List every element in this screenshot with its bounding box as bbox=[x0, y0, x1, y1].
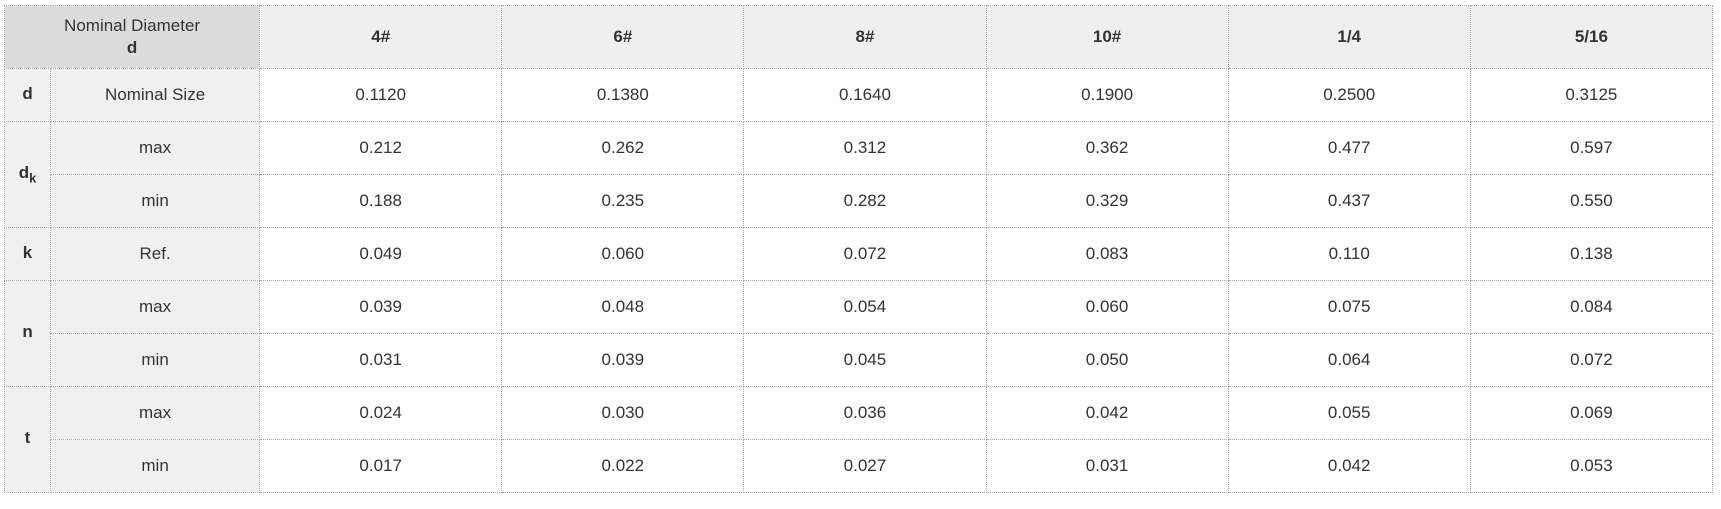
value-cell: 0.188 bbox=[259, 174, 503, 228]
row-group-label-d: d bbox=[3, 68, 52, 122]
value-cell: 0.110 bbox=[1227, 227, 1471, 281]
corner-header-title: Nominal Diameter bbox=[64, 16, 201, 35]
value-cell: 0.027 bbox=[743, 439, 987, 493]
value-cell: 0.072 bbox=[1469, 333, 1714, 387]
table-row: k Ref. 0.049 0.060 0.072 0.083 0.110 0.1… bbox=[3, 227, 1714, 281]
value-cell: 0.039 bbox=[259, 280, 503, 334]
corner-header-cell: Nominal Diameter d bbox=[3, 5, 261, 69]
value-cell: 0.138 bbox=[1469, 227, 1714, 281]
value-cell: 0.036 bbox=[743, 386, 987, 440]
value-cell: 0.362 bbox=[985, 121, 1229, 175]
col-header-8: 8# bbox=[743, 5, 987, 69]
row-label: max bbox=[50, 121, 261, 175]
col-header-4: 4# bbox=[259, 5, 503, 69]
table-row: min 0.017 0.022 0.027 0.031 0.042 0.053 bbox=[5, 439, 1714, 493]
col-header-6: 6# bbox=[501, 5, 745, 69]
group-symbol: d bbox=[22, 83, 33, 103]
value-cell: 0.084 bbox=[1469, 280, 1714, 334]
group-symbol: d bbox=[18, 163, 30, 183]
value-cell: 0.054 bbox=[743, 280, 987, 334]
table-header-row: Nominal Diameter d 4# 6# 8# 10# 1/4 5/16 bbox=[3, 5, 1714, 69]
row-label: Ref. bbox=[50, 227, 261, 281]
row-label: min bbox=[50, 174, 261, 228]
value-cell: 0.031 bbox=[259, 333, 503, 387]
value-cell: 0.083 bbox=[985, 227, 1229, 281]
col-header-fivesixteenth: 5/16 bbox=[1469, 5, 1714, 69]
value-cell: 0.024 bbox=[259, 386, 503, 440]
value-cell: 0.597 bbox=[1469, 121, 1714, 175]
value-cell: 0.072 bbox=[743, 227, 987, 281]
table-row: min 0.188 0.235 0.282 0.329 0.437 0.550 bbox=[5, 174, 1714, 228]
group-symbol: t bbox=[24, 428, 31, 448]
row-group-label-n: n bbox=[3, 280, 52, 387]
row-label: min bbox=[50, 439, 261, 493]
table-row: d Nominal Size 0.1120 0.1380 0.1640 0.19… bbox=[3, 68, 1714, 122]
value-cell: 0.477 bbox=[1227, 121, 1471, 175]
value-cell: 0.1900 bbox=[985, 68, 1229, 122]
value-cell: 0.282 bbox=[743, 174, 987, 228]
value-cell: 0.031 bbox=[985, 439, 1229, 493]
value-cell: 0.2500 bbox=[1227, 68, 1471, 122]
col-header-10: 10# bbox=[985, 5, 1229, 69]
table-row: min 0.031 0.039 0.045 0.050 0.064 0.072 bbox=[5, 333, 1714, 387]
corner-header-symbol: d bbox=[126, 38, 138, 57]
row-label: max bbox=[50, 280, 261, 334]
value-cell: 0.1640 bbox=[743, 68, 987, 122]
table-row: t max 0.024 0.030 0.036 0.042 0.055 0.06… bbox=[3, 386, 1714, 493]
value-cell: 0.212 bbox=[259, 121, 503, 175]
value-cell: 0.075 bbox=[1227, 280, 1471, 334]
value-cell: 0.030 bbox=[501, 386, 745, 440]
row-group-label-t: t bbox=[3, 386, 52, 493]
value-cell: 0.022 bbox=[501, 439, 745, 493]
value-cell: 0.039 bbox=[501, 333, 745, 387]
table-row: n max 0.039 0.048 0.054 0.060 0.075 0.08… bbox=[3, 280, 1714, 387]
fastener-spec-table: Nominal Diameter d 4# 6# 8# 10# 1/4 5/16… bbox=[3, 5, 1714, 493]
value-cell: 0.055 bbox=[1227, 386, 1471, 440]
value-cell: 0.060 bbox=[985, 280, 1229, 334]
table-row: dk max 0.212 0.262 0.312 0.362 0.477 0.5… bbox=[3, 121, 1714, 228]
row-group-label-dk: dk bbox=[3, 121, 52, 228]
value-cell: 0.048 bbox=[501, 280, 745, 334]
value-cell: 0.262 bbox=[501, 121, 745, 175]
value-cell: 0.045 bbox=[743, 333, 987, 387]
value-cell: 0.049 bbox=[259, 227, 503, 281]
value-cell: 0.017 bbox=[259, 439, 503, 493]
value-cell: 0.312 bbox=[743, 121, 987, 175]
value-cell: 0.1120 bbox=[259, 68, 503, 122]
value-cell: 0.042 bbox=[1227, 439, 1471, 493]
row-label: min bbox=[50, 333, 261, 387]
value-cell: 0.3125 bbox=[1469, 68, 1714, 122]
value-cell: 0.329 bbox=[985, 174, 1229, 228]
row-label: max bbox=[50, 386, 261, 440]
value-cell: 0.064 bbox=[1227, 333, 1471, 387]
value-cell: 0.069 bbox=[1469, 386, 1714, 440]
row-label: Nominal Size bbox=[50, 68, 261, 122]
group-symbol: k bbox=[22, 242, 33, 262]
row-group-label-k: k bbox=[3, 227, 52, 281]
value-cell: 0.437 bbox=[1227, 174, 1471, 228]
col-header-quarter: 1/4 bbox=[1227, 5, 1471, 69]
value-cell: 0.235 bbox=[501, 174, 745, 228]
value-cell: 0.550 bbox=[1469, 174, 1714, 228]
value-cell: 0.060 bbox=[501, 227, 745, 281]
value-cell: 0.050 bbox=[985, 333, 1229, 387]
value-cell: 0.053 bbox=[1469, 439, 1714, 493]
value-cell: 0.1380 bbox=[501, 68, 745, 122]
value-cell: 0.042 bbox=[985, 386, 1229, 440]
group-symbol-sub: k bbox=[29, 170, 37, 186]
group-symbol: n bbox=[22, 322, 33, 342]
